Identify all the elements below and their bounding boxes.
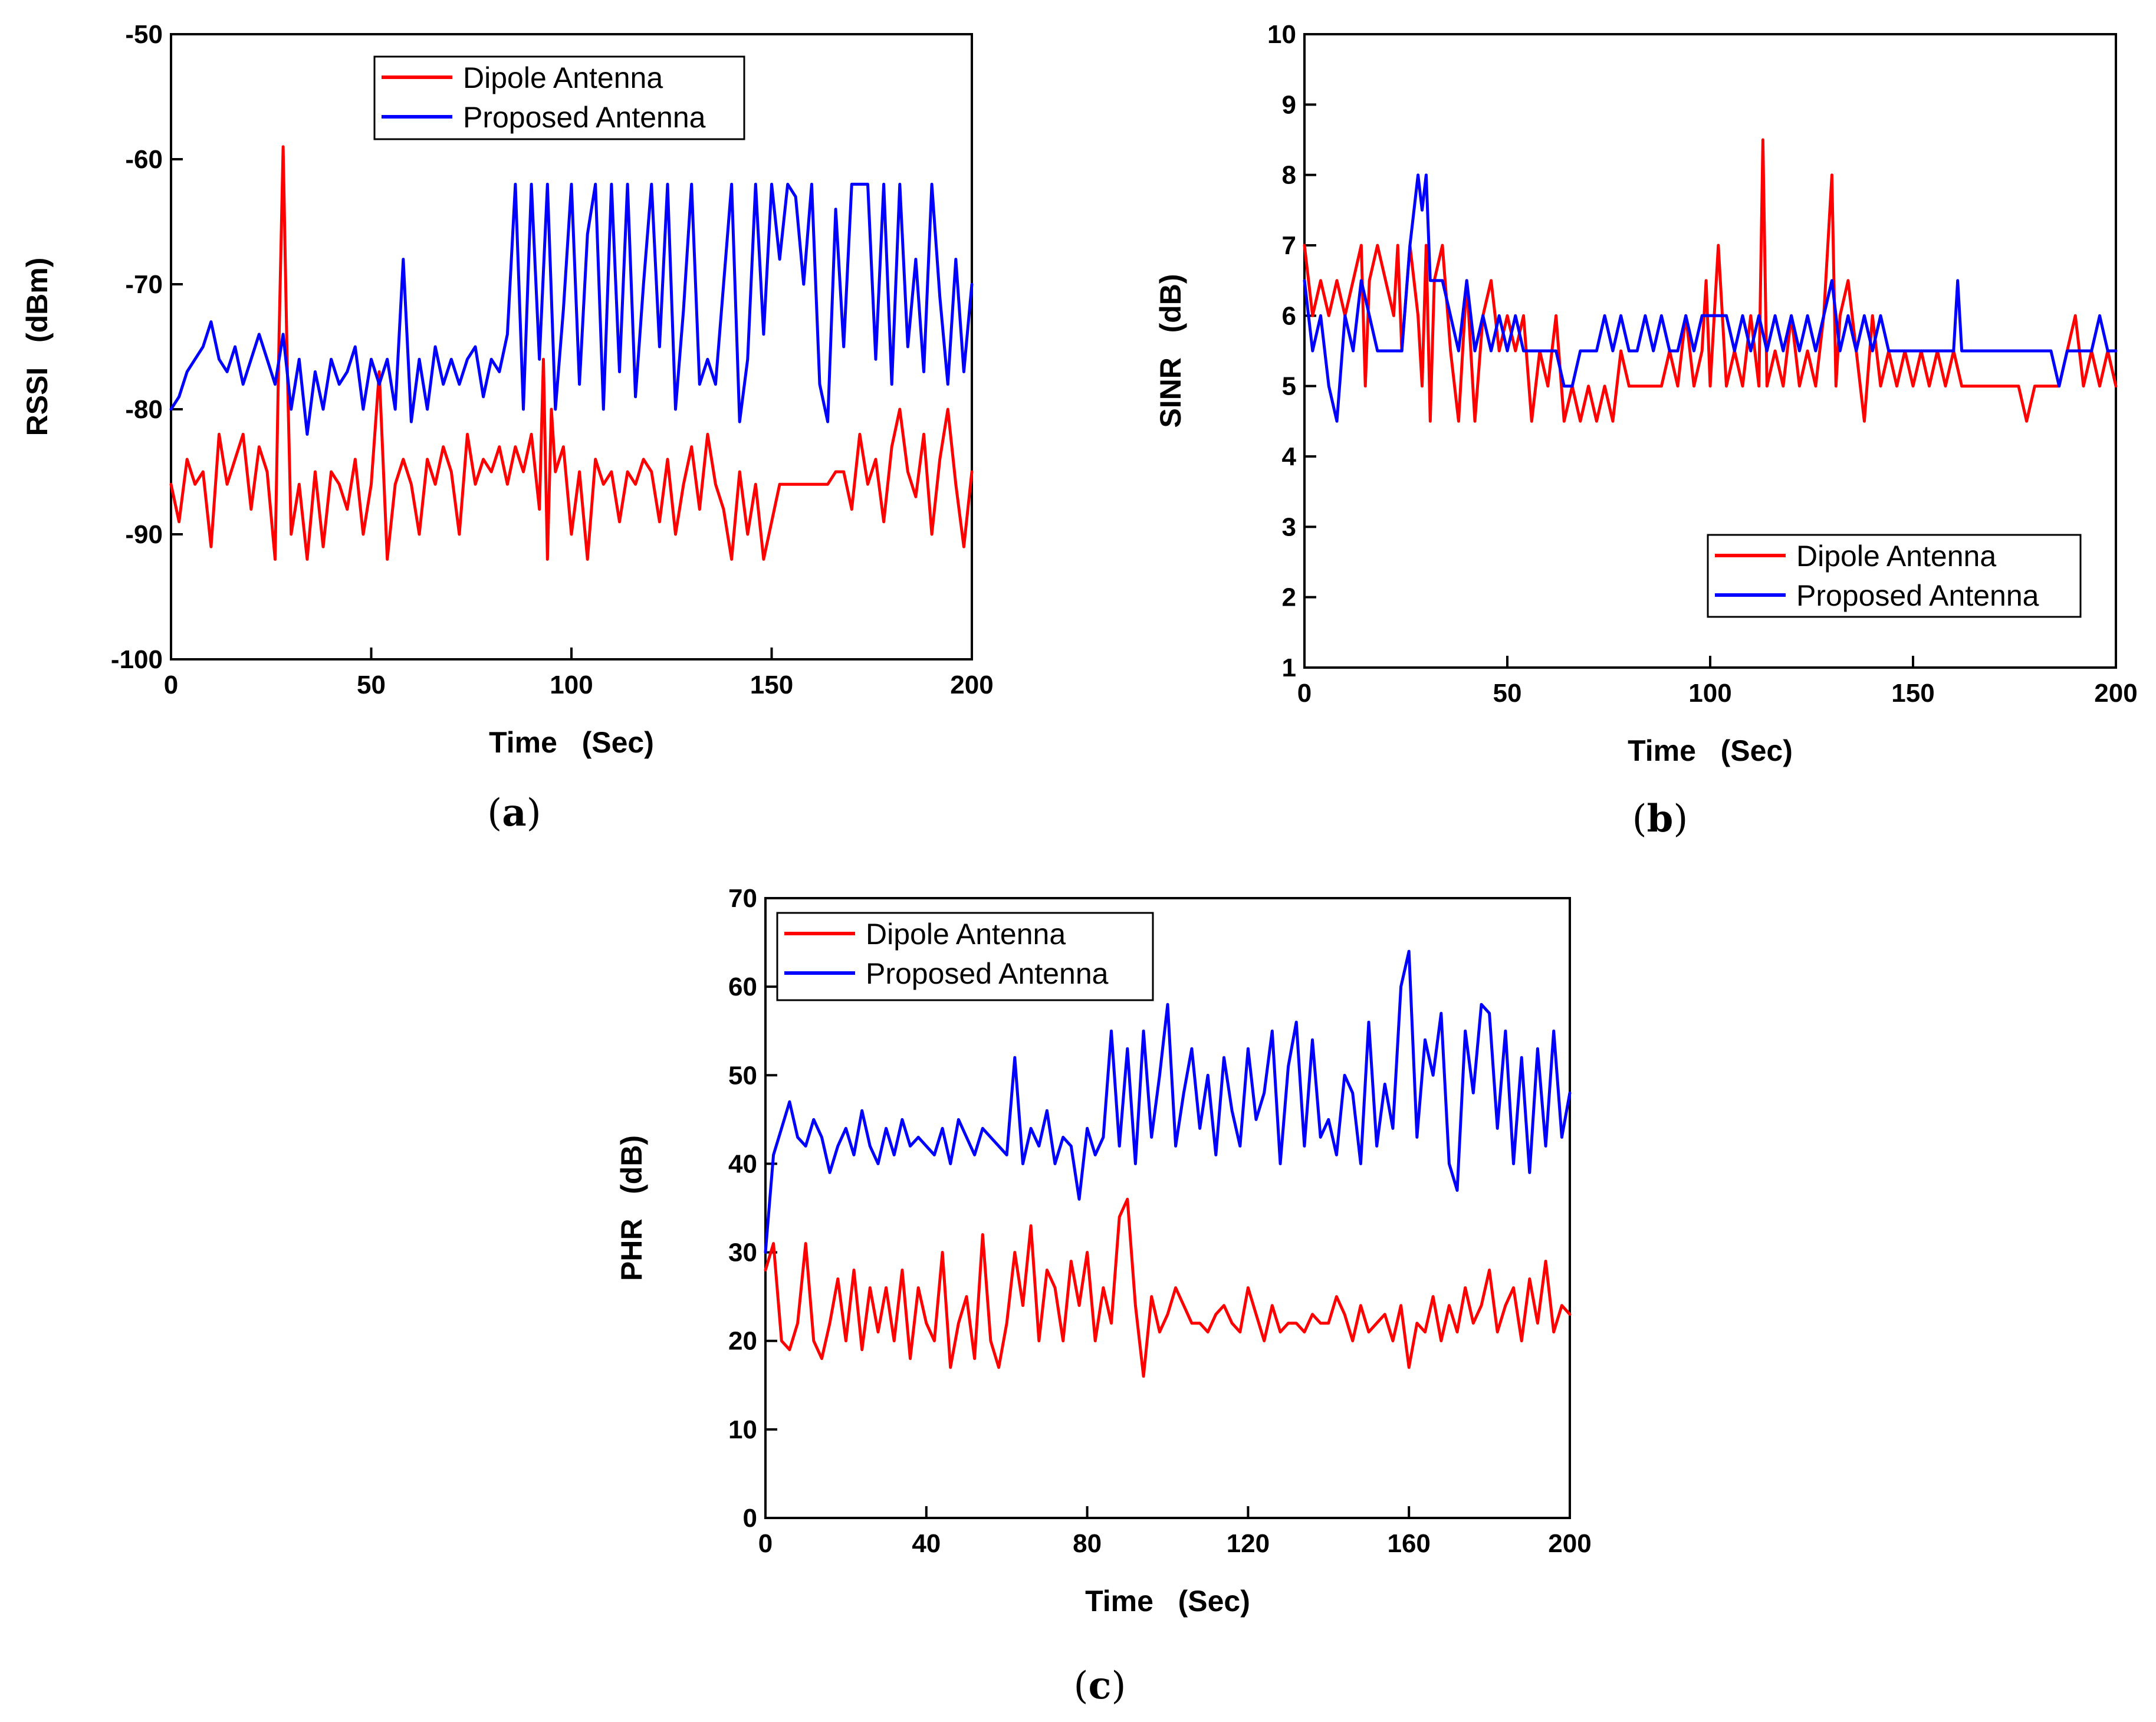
y-ticks-b: 1 2 3 4 5 6 7 8 9 10 — [1267, 20, 1316, 682]
x-tick-label-c-160: 160 — [1387, 1529, 1430, 1558]
chart-panel-c: 0 40 80 120 160 200 0 10 20 30 40 50 60 70 Time (Sec… — [615, 884, 1592, 1708]
y-tick-label-a--70: -70 — [125, 270, 163, 299]
x-axis-label-c: Time (Sec) — [1085, 1585, 1250, 1618]
legend-label-proposed-b: Proposed Antenna — [1796, 579, 2039, 612]
x-tick-label-a-50: 50 — [357, 671, 386, 699]
legend-b: Dipole Antenna Proposed Antenna — [1707, 534, 2082, 618]
y-tick-label-c-10: 10 — [728, 1415, 757, 1444]
y-tick-label-c-50: 50 — [728, 1061, 757, 1090]
panel-paren-open-c: ( — [1074, 1664, 1089, 1708]
y-tick-label-b-1: 1 — [1282, 653, 1296, 682]
panel-paren-open-b: ( — [1632, 797, 1647, 841]
y-ticks-a: -100 -90 -80 -70 -60 -50 — [111, 20, 183, 674]
x-tick-label-b-0: 0 — [1297, 679, 1312, 708]
y-tick-label-b-8: 8 — [1282, 161, 1296, 190]
y-axis-label-c: PHR (dB) — [615, 1135, 648, 1281]
y-tick-label-a--90: -90 — [125, 520, 163, 549]
series-lines-b — [1303, 138, 2118, 423]
x-tick-label-a-0: 0 — [164, 671, 178, 699]
y-axis-label-a: RSSI (dBm) — [21, 258, 54, 436]
y-tick-label-b-4: 4 — [1282, 442, 1297, 471]
x-tick-label-b-50: 50 — [1493, 679, 1522, 708]
legend-label-dipole-c: Dipole Antenna — [866, 918, 1066, 951]
panel-label-c: (c) — [1074, 1664, 1126, 1708]
y-tick-label-a--60: -60 — [125, 145, 163, 174]
x-ticks-a: 0 50 100 150 200 — [164, 648, 994, 699]
x-axis-label-b: Time (Sec) — [1628, 734, 1793, 767]
series-proposed-line-c — [764, 949, 1572, 1254]
legend-a: Dipole Antenna Proposed Antenna — [373, 55, 745, 140]
y-ticks-c: 0 10 20 30 40 50 60 70 — [728, 884, 777, 1533]
y-tick-label-b-10: 10 — [1267, 20, 1296, 49]
x-tick-label-a-200: 200 — [950, 671, 993, 699]
panel-letter-c: c — [1089, 1664, 1112, 1708]
panel-paren-close-b: ) — [1673, 797, 1688, 841]
y-axis-label-b: SINR (dB) — [1154, 274, 1187, 428]
panel-letter-b: b — [1647, 797, 1674, 841]
y-tick-label-b-2: 2 — [1282, 583, 1296, 612]
legend-box-a — [373, 55, 745, 140]
y-tick-label-a--50: -50 — [125, 20, 163, 49]
y-tick-label-b-7: 7 — [1282, 231, 1296, 260]
panel-paren-close-a: ) — [527, 791, 541, 835]
series-dipole-line-c — [764, 1198, 1572, 1378]
x-tick-label-c-200: 200 — [1548, 1529, 1591, 1558]
chart-panel-a: 0 50 100 150 200 -100 -90 -80 -70 -60 -50 Time (S… — [21, 20, 994, 835]
y-tick-label-c-30: 30 — [728, 1238, 757, 1267]
legend-label-dipole-b: Dipole Antenna — [1796, 540, 1996, 573]
y-tick-label-a--100: -100 — [111, 645, 163, 674]
x-ticks-b: 0 50 100 150 200 — [1297, 656, 2138, 708]
panel-paren-open-a: ( — [487, 791, 502, 835]
x-tick-label-c-120: 120 — [1227, 1529, 1270, 1558]
legend-label-dipole-a: Dipole Antenna — [463, 61, 663, 94]
y-tick-label-a--80: -80 — [125, 395, 163, 424]
legend-box-c — [776, 912, 1154, 1001]
legend-box-b — [1707, 534, 2082, 618]
series-proposed-line-b — [1303, 173, 2118, 423]
series-lines-a — [169, 145, 974, 561]
x-tick-label-c-40: 40 — [912, 1529, 941, 1558]
panel-paren-close-c: ) — [1111, 1664, 1126, 1708]
x-tick-label-a-100: 100 — [550, 671, 593, 699]
series-dipole-line-a — [169, 145, 974, 561]
panel-label-b: (b) — [1632, 797, 1688, 841]
panel-letter-a: a — [502, 791, 526, 835]
y-tick-label-c-0: 0 — [743, 1504, 757, 1533]
y-tick-label-b-3: 3 — [1282, 512, 1296, 541]
x-ticks-c: 0 40 80 120 160 200 — [758, 1506, 1592, 1558]
x-tick-label-c-0: 0 — [758, 1529, 773, 1558]
y-tick-label-c-20: 20 — [728, 1327, 757, 1356]
y-tick-label-b-5: 5 — [1282, 372, 1296, 401]
x-tick-label-b-150: 150 — [1891, 679, 1934, 708]
y-tick-label-c-60: 60 — [728, 972, 757, 1001]
chart-panel-b: 0 50 100 150 200 1 2 3 4 5 6 7 8 9 10 Time (Sec) SINR… — [1154, 20, 2138, 841]
series-lines-c — [764, 949, 1572, 1378]
legend-c: Dipole Antenna Proposed Antenna — [776, 912, 1154, 1001]
series-proposed-line-a — [169, 182, 974, 436]
x-tick-label-c-80: 80 — [1073, 1529, 1102, 1558]
axis-frame-c — [764, 897, 1571, 1519]
y-tick-label-c-70: 70 — [728, 884, 757, 913]
plot-border-c — [764, 897, 1571, 1519]
y-tick-label-b-6: 6 — [1282, 301, 1296, 330]
x-tick-label-a-150: 150 — [750, 671, 793, 699]
x-axis-label-a: Time (Sec) — [489, 726, 654, 759]
y-tick-label-b-9: 9 — [1282, 90, 1296, 119]
legend-label-proposed-c: Proposed Antenna — [866, 957, 1109, 990]
panel-label-a: (a) — [487, 791, 541, 835]
x-tick-label-b-100: 100 — [1688, 679, 1731, 708]
x-tick-label-b-200: 200 — [2094, 679, 2137, 708]
legend-label-proposed-a: Proposed Antenna — [463, 101, 706, 134]
y-tick-label-c-40: 40 — [728, 1149, 757, 1178]
